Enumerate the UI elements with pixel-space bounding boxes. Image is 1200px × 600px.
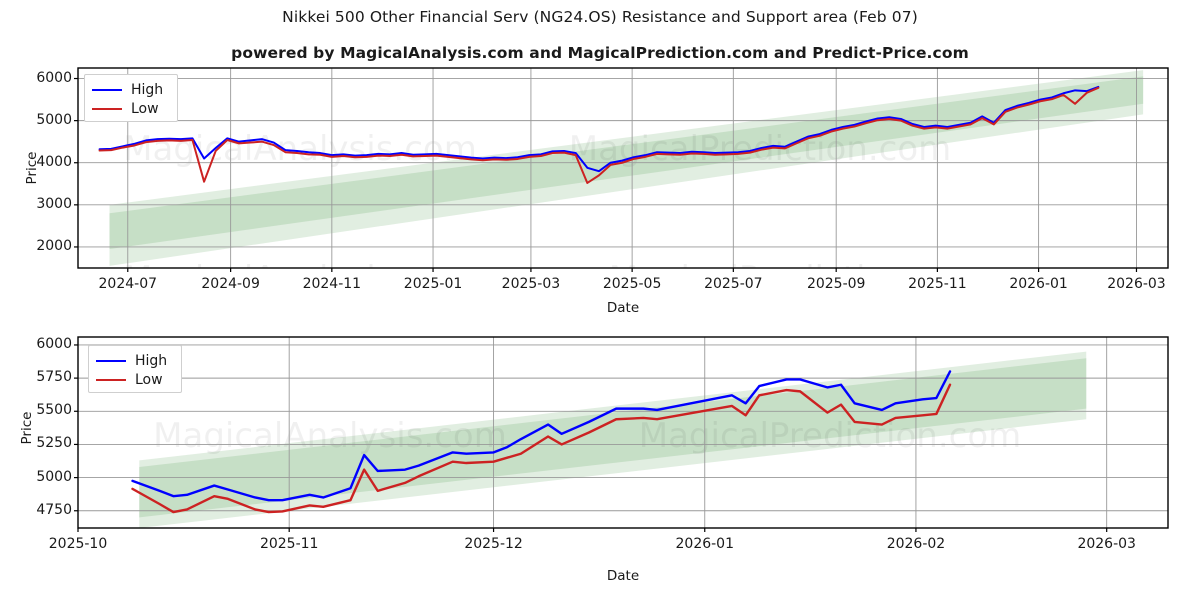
y-tick-label: 5250 [36,435,72,452]
bottom-chart-xlabel: Date [606,568,640,584]
legend-swatch-high [92,88,122,91]
x-tick-label: 2025-07 [704,276,763,292]
bottom-chart-ylabel: Price [19,411,35,445]
svg-text:MagicalPrediction.com: MagicalPrediction.com [609,259,992,299]
x-tick-label: 2026-01 [1009,276,1068,292]
y-tick-label: 5000 [36,468,72,485]
page-title: Nikkei 500 Other Financial Serv (NG24.OS… [282,8,918,26]
x-tick-label: 2026-01 [675,536,735,552]
x-tick-label: 2024-09 [201,276,260,292]
y-tick-label: 5750 [36,369,72,386]
y-tick-label: 4000 [36,153,72,170]
top-chart-xlabel: Date [606,300,640,316]
top-chart-svg: MagicalAnalysis.com MagicalPrediction.com… [74,67,1169,299]
x-tick-label: 2025-01 [403,276,463,292]
legend-label-high: High [131,81,164,98]
x-tick-label: 2026-03 [1107,276,1166,292]
legend-row-high: High [92,80,168,99]
x-tick-label: 2025-10 [48,536,108,552]
x-tick-label: 2025-11 [259,536,319,552]
y-tick-label: 4750 [36,501,72,518]
bottom-chart-legend: High Low [88,345,182,393]
x-tick-label: 2026-03 [1077,536,1136,552]
y-tick-label: 6000 [36,69,72,86]
x-tick-label: 2025-03 [501,276,561,292]
y-tick-label: 3000 [36,195,72,212]
legend-row-low: Low [92,99,168,118]
bottom-chart-panel: MagicalAnalysis.com MagicalPrediction.com [0,325,1200,540]
x-tick-label: 2025-11 [908,276,967,292]
bottom-chart-svg: MagicalAnalysis.com MagicalPrediction.com [74,336,1169,532]
legend-label-low: Low [131,100,159,117]
y-tick-label: 6000 [36,335,72,352]
svg-text:MagicalPrediction.com: MagicalPrediction.com [639,416,1022,456]
legend-label-low: Low [135,371,163,388]
legend-swatch-high [96,359,126,362]
x-tick-label: 2026-02 [886,536,946,552]
legend-label-high: High [135,352,168,369]
y-tick-label: 2000 [36,237,72,254]
top-chart-legend: High Low [84,74,178,122]
legend-row-low: Low [96,370,172,389]
top-chart-panel: MagicalAnalysis.com MagicalPrediction.com… [0,62,1200,322]
x-tick-label: 2025-05 [602,276,662,292]
svg-text:MagicalAnalysis.com: MagicalAnalysis.com [153,416,507,456]
legend-swatch-low [96,378,126,381]
page-subtitle: powered by MagicalAnalysis.com and Magic… [231,44,969,62]
x-tick-label: 2025-09 [806,276,866,292]
x-tick-label: 2024-07 [98,276,158,292]
y-tick-label: 5500 [36,402,72,419]
x-tick-label: 2024-11 [302,276,362,292]
svg-text:MagicalAnalysis.com: MagicalAnalysis.com [123,259,477,299]
x-tick-label: 2025-12 [464,536,523,552]
legend-swatch-low [92,107,122,110]
y-tick-label: 5000 [36,111,72,128]
legend-row-high: High [96,351,172,370]
